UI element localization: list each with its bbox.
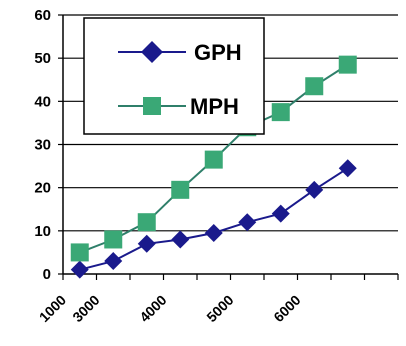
y-tick-label: 0 (43, 266, 51, 283)
y-tick-label: 60 (34, 7, 51, 24)
data-point-mph (171, 181, 189, 199)
y-tick-label: 30 (34, 137, 51, 154)
x-tick-label: 4000 (136, 292, 169, 325)
data-point-gph (238, 213, 256, 231)
data-point-mph (272, 103, 290, 121)
data-point-gph (71, 261, 89, 279)
x-tick-label: 5000 (203, 292, 236, 325)
legend-gph-label: GPH (194, 40, 242, 65)
y-tick-labels: 0 10 20 30 40 50 60 (34, 7, 51, 283)
data-point-gph (104, 252, 122, 270)
legend-mph-label: MPH (190, 94, 239, 119)
x-tick-label: 1000 (36, 292, 69, 325)
data-point-mph (71, 243, 89, 261)
series-line-gph (80, 168, 348, 270)
y-tick-label: 40 (34, 93, 51, 110)
data-point-gph (305, 181, 323, 199)
data-point-mph (205, 151, 223, 169)
x-tick-label: 6000 (270, 292, 303, 325)
legend: GPH MPH (84, 18, 264, 134)
legend-mph-marker (143, 97, 161, 115)
data-point-gph (205, 224, 223, 242)
y-tick-label: 20 (34, 180, 51, 197)
data-point-gph (171, 230, 189, 248)
data-point-mph (339, 56, 357, 74)
data-point-mph (104, 230, 122, 248)
y-tick-label: 10 (34, 223, 51, 240)
x-tick-labels: 1000 3000 4000 5000 6000 (36, 292, 304, 325)
data-point-mph (305, 77, 323, 95)
data-point-gph (138, 235, 156, 253)
data-point-mph (138, 213, 156, 231)
y-tick-label: 50 (34, 50, 51, 67)
data-point-gph (272, 205, 290, 223)
x-tick-label: 3000 (69, 292, 102, 325)
data-point-gph (339, 159, 357, 177)
